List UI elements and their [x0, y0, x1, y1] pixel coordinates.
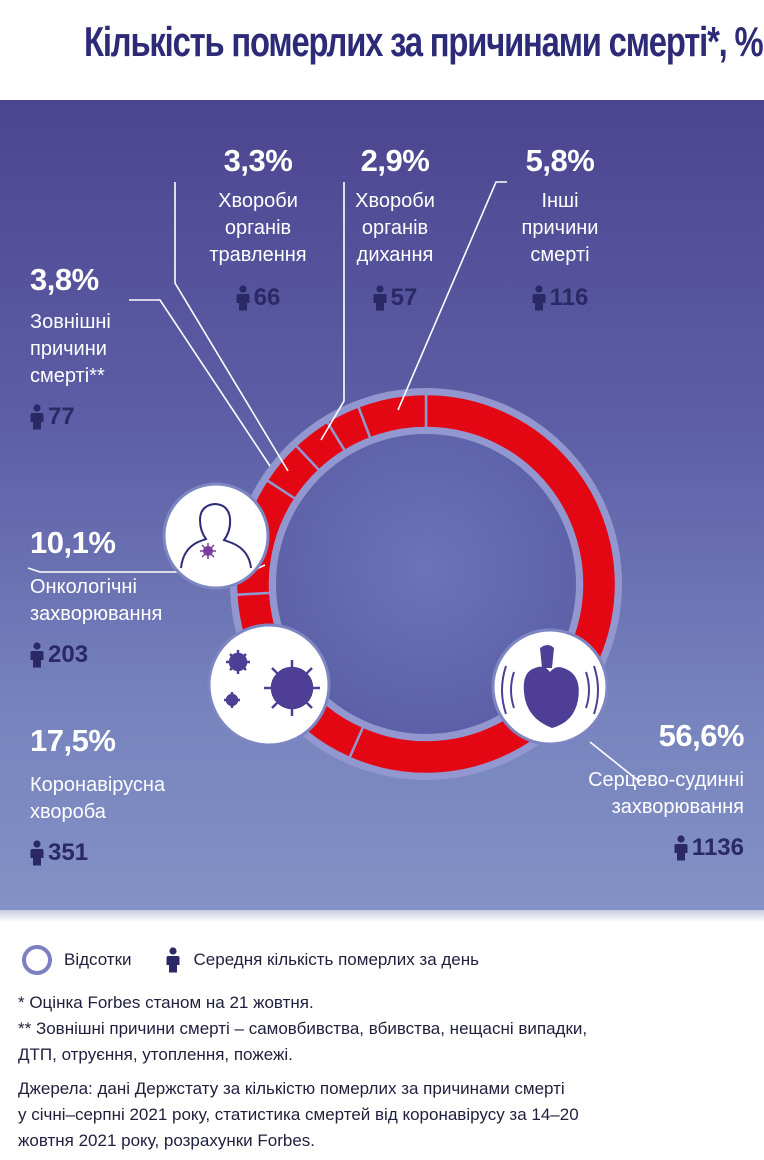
other-label-line1: Інші	[541, 190, 579, 212]
note-external-2: ДТП, отруєння, утоплення, пожежі.	[18, 1045, 293, 1064]
external-label-line1: Зовнішні	[30, 311, 111, 333]
covid-label-line1: Коронавірусна	[30, 774, 166, 796]
respiratory-label-line1: Хвороби	[355, 190, 435, 212]
respiratory-label-line2: органів	[361, 217, 429, 239]
digestive-label-line2: органів	[224, 217, 292, 239]
other-count: 116	[549, 284, 589, 311]
label-external: 3,8% Зовнішні причини смерті** 77	[30, 264, 111, 430]
digestive-percent: 3,3%	[223, 143, 293, 178]
external-percent: 3,8%	[30, 262, 99, 297]
note-estimate: * Оцінка Forbes станом на 21 жовтня.	[18, 993, 314, 1012]
digestive-label-line1: Хвороби	[218, 190, 298, 212]
cardio-label-line1: Серцево-судинні	[588, 769, 744, 791]
respiratory-label-line3: дихання	[356, 244, 434, 266]
legend: Відсотки Середня кількість померлих за д…	[22, 940, 742, 980]
donut-segment-other	[356, 392, 428, 440]
person-icon	[236, 285, 250, 311]
leader-lines	[27, 181, 641, 783]
coronavirus-icon	[207, 623, 331, 747]
label-respiratory: 2,9% Хвороби органів дихання 57	[330, 145, 460, 311]
heart-icon	[491, 628, 609, 746]
oncology-percent: 10,1%	[30, 525, 116, 560]
person-icon	[30, 404, 44, 430]
legend-percent: Відсотки	[64, 950, 132, 969]
covid-label-line2: хвороба	[30, 801, 106, 823]
sources-line1: Джерела: дані Держстату за кількістю пом…	[18, 1079, 565, 1098]
person-icon	[30, 840, 44, 866]
label-digestive: 3,3% Хвороби органів травлення 66	[178, 145, 338, 311]
person-icon	[30, 642, 44, 668]
respiratory-percent: 2,9%	[360, 143, 430, 178]
person-icon	[373, 285, 387, 311]
cardio-label-line2: захворювання	[611, 796, 744, 818]
oncology-label-line2: захворювання	[30, 603, 163, 625]
person-icon	[166, 947, 180, 973]
donut-segment-cardio	[347, 392, 618, 776]
percent-ring-icon	[22, 945, 52, 975]
footnotes: * Оцінка Forbes станом на 21 жовтня. ** …	[18, 990, 748, 1154]
covid-count: 351	[48, 839, 89, 866]
cardio-percent: 56,6%	[658, 718, 745, 753]
other-label-line2: причини	[521, 217, 599, 239]
cardio-count: 1136	[691, 834, 744, 861]
person-icon	[674, 835, 688, 861]
note-external-1: ** Зовнішні причини смерті – самовбивств…	[18, 1019, 588, 1038]
other-label-line3: смерті	[530, 244, 590, 266]
digestive-count: 66	[253, 284, 281, 311]
oncology-count: 203	[48, 641, 89, 668]
other-percent: 5,8%	[525, 143, 595, 178]
label-cardio: 56,6% Серцево-судинні захворювання 1136	[520, 718, 745, 861]
oncology-label-line1: Онкологічні	[30, 576, 137, 598]
label-covid: 17,5% Коронавірусна хвороба 351	[30, 725, 165, 866]
cancer-patient-icon	[162, 482, 270, 590]
covid-percent: 17,5%	[30, 723, 116, 758]
label-other: 5,8% Інші причини смерті 116	[495, 145, 625, 311]
external-label-line3: смерті**	[30, 365, 105, 387]
legend-daily: Середня кількість померлих за день	[193, 950, 480, 969]
sources-line3: жовтня 2021 року, розрахунки Forbes.	[18, 1131, 316, 1150]
sources-line2: у січні–серпні 2021 року, статистика сме…	[18, 1105, 579, 1124]
external-count: 77	[48, 403, 75, 430]
external-label-line2: причини	[30, 338, 107, 360]
page-title: Кількість померлих за причинами смерті*,…	[84, 18, 764, 65]
label-oncology: 10,1% Онкологічні захворювання 203	[30, 527, 162, 668]
digestive-label-line3: травлення	[209, 244, 307, 266]
person-icon	[532, 285, 546, 311]
panel-shadow	[0, 910, 764, 922]
respiratory-count: 57	[390, 284, 418, 311]
